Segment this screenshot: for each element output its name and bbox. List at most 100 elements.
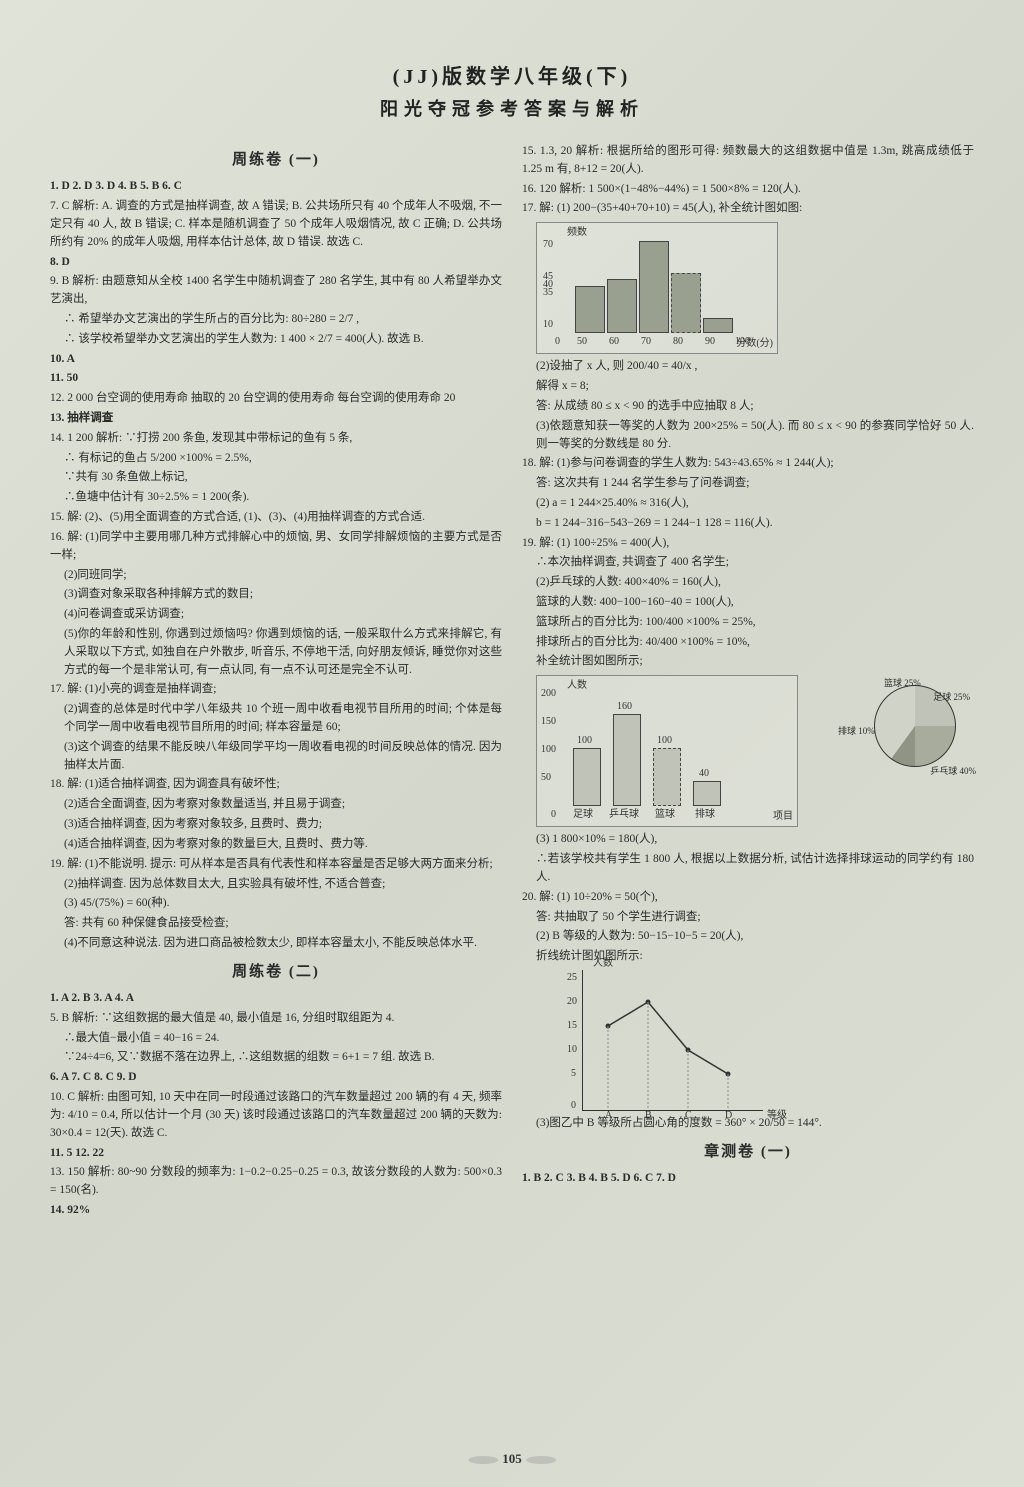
x-axis-label: 项目 xyxy=(773,809,793,825)
bar xyxy=(575,286,605,333)
xtick: 80 xyxy=(673,334,683,350)
bar xyxy=(653,748,681,806)
section-chapter-1: 章测卷 (一) xyxy=(522,1141,974,1164)
answer-line: (5)你的年龄和性别, 你遇到过烦恼吗? 你遇到烦恼的话, 一般采取什么方式来排… xyxy=(50,626,502,679)
xtick: 90 xyxy=(705,334,715,350)
ytick: 0 xyxy=(571,1098,576,1114)
ytick: 10 xyxy=(543,317,553,333)
answer-line: 答: 这次共有 1 244 名学生参与了问卷调查; xyxy=(522,475,974,493)
bar xyxy=(613,714,641,806)
answer-line: (4)问卷调查或采访调查; xyxy=(50,606,502,624)
right-column: 15. 1.3, 20 解析: 根据所给的图形可得: 频数最大的这组数据中值是 … xyxy=(522,141,974,1222)
bar xyxy=(693,781,721,806)
xtick: 乒乓球 xyxy=(609,807,639,823)
histogram-sports: 人数 项目 200 150 100 50 0 100 160 100 40 足球 xyxy=(536,675,798,827)
main-title: (JJ)版数学八年级(下) xyxy=(50,60,974,89)
title-block: (JJ)版数学八年级(下) 阳光夺冠参考答案与解析 xyxy=(50,60,974,121)
polyline-icon xyxy=(583,970,763,1110)
x-axis-label: 等级 xyxy=(767,1108,787,1124)
ytick: 200 xyxy=(541,686,556,702)
answer-line: 16. 120 解析: 1 500×(1−48%−44%) = 1 500×8%… xyxy=(522,181,974,199)
left-column: 周练卷 (一) 1. D 2. D 3. D 4. B 5. B 6. C 7.… xyxy=(50,141,502,1222)
answer-line: 13. 抽样调查 xyxy=(50,410,502,428)
answer-line: 17. 解: (1)小亮的调查是抽样调查; xyxy=(50,681,502,699)
answer-line: (3) 45/(75%) = 60(种). xyxy=(50,895,502,913)
answer-line: (3)这个调查的结果不能反映八年级同学平均一周收看电视的时间反映总体的情况. 因… xyxy=(50,739,502,775)
answer-line: 12. 2 000 台空调的使用寿命 抽取的 20 台空调的使用寿命 每台空调的… xyxy=(50,390,502,408)
answer-line: 1. B 2. C 3. B 4. B 5. D 6. C 7. D xyxy=(522,1170,974,1188)
answer-line: 答: 从成绩 80 ≤ x < 90 的选手中应抽取 8 人; xyxy=(522,398,974,416)
answer-line: ∴本次抽样调查, 共调查了 400 名学生; xyxy=(522,554,974,572)
page-number: 105 xyxy=(464,1451,560,1467)
answer-line: 答: 共抽取了 50 个学生进行调查; xyxy=(522,909,974,927)
answer-line: 篮球的人数: 400−100−160−40 = 100(人), xyxy=(522,594,974,612)
ytick: 70 xyxy=(543,237,553,253)
answer-line: (3)图乙中 B 等级所占圆心角的度数 = 360° × 20/50 = 144… xyxy=(522,1115,974,1133)
bar-value: 100 xyxy=(577,733,592,749)
answer-line: 15. 解: (2)、(5)用全面调查的方式合适, (1)、(3)、(4)用抽样… xyxy=(50,509,502,527)
answer-line: (2) a = 1 244×25.40% ≈ 316(人), xyxy=(522,495,974,513)
answer-line: 18. 解: (1)适合抽样调查, 因为调查具有破坏性; xyxy=(50,776,502,794)
xtick: 60 xyxy=(609,334,619,350)
xtick: C xyxy=(685,1108,692,1124)
columns: 周练卷 (一) 1. D 2. D 3. D 4. B 5. B 6. C 7.… xyxy=(50,141,974,1222)
answer-line: 8. D xyxy=(50,254,502,272)
answer-line: 1. D 2. D 3. D 4. B 5. B 6. C xyxy=(50,178,502,196)
xtick: B xyxy=(645,1108,652,1124)
section-weekly-2: 周练卷 (二) xyxy=(50,961,502,984)
answer-line: 18. 解: (1)参与问卷调查的学生人数为: 543÷43.65% ≈ 1 2… xyxy=(522,455,974,473)
answer-line: 6. A 7. C 8. C 9. D xyxy=(50,1069,502,1087)
answer-line: (4)不同意这种说法. 因为进口商品被检数太少, 即样本容量太小, 不能反映总体… xyxy=(50,935,502,953)
answer-line: 7. C 解析: A. 调查的方式是抽样调查, 故 A 错误; B. 公共场所只… xyxy=(50,198,502,251)
answer-line: 补全统计图如图所示; xyxy=(522,653,974,671)
answer-line: (3)调查对象采取各种排解方式的数目; xyxy=(50,586,502,604)
bar xyxy=(703,318,733,333)
answer-line: (2)抽样调查. 因为总体数目太大, 且实验具有破坏性, 不适合普查; xyxy=(50,876,502,894)
xtick: 排球 xyxy=(695,807,715,823)
answer-line: ∴鱼塘中估计有 30÷2.5% = 1 200(条). xyxy=(50,489,502,507)
section-weekly-1: 周练卷 (一) xyxy=(50,149,502,172)
xtick: 100 xyxy=(735,334,750,350)
ytick: 150 xyxy=(541,714,556,730)
pie-label: 乒乓球 40% xyxy=(930,765,976,779)
answer-line: (2)适合全面调查, 因为考察对象数量适当, 并且易于调查; xyxy=(50,796,502,814)
answer-line: 10. C 解析: 由图可知, 10 天中在同一时段通过该路口的汽车数量超过 2… xyxy=(50,1089,502,1142)
answer-line: (3) 1 800×10% = 180(人), xyxy=(522,831,974,849)
answer-line: 19. 解: (1) 100÷25% = 400(人), xyxy=(522,535,974,553)
ytick: 20 xyxy=(567,994,577,1010)
bar xyxy=(573,748,601,806)
ytick: 35 xyxy=(543,285,553,301)
chart-row-sports: 人数 项目 200 150 100 50 0 100 160 100 40 足球 xyxy=(522,675,974,827)
ytick: 15 xyxy=(567,1018,577,1034)
answer-line: 1. A 2. B 3. A 4. A xyxy=(50,990,502,1008)
answer-line: 解得 x = 8; xyxy=(522,378,974,396)
bar-value: 160 xyxy=(617,699,632,715)
answer-line: (4)适合抽样调查, 因为考察对象的数量巨大, 且费时、费力等. xyxy=(50,836,502,854)
line-chart-grades: 人数 等级 25 20 15 10 5 0 A B C D xyxy=(582,970,763,1111)
answer-line: (2)乒乓球的人数: 400×40% = 160(人), xyxy=(522,574,974,592)
pie-label: 篮球 25% xyxy=(884,677,921,691)
pie-label: 足球 25% xyxy=(933,691,970,705)
ytick: 100 xyxy=(541,742,556,758)
answer-line: 9. B 解析: 由题意知从全校 1400 名学生中随机调查了 280 名学生,… xyxy=(50,273,502,309)
answer-line: 14. 1 200 解析: ∵打捞 200 条鱼, 发现其中带标记的鱼有 5 条… xyxy=(50,430,502,448)
answer-line: 13. 150 解析: 80~90 分数段的频率为: 1−0.2−0.25−0.… xyxy=(50,1164,502,1200)
ytick: 0 xyxy=(555,334,560,350)
answer-line: (3)适合抽样调查, 因为考察对象较多, 且费时、费力; xyxy=(50,816,502,834)
answer-line: 5. B 解析: ∵这组数据的最大值是 40, 最小值是 16, 分组时取组距为… xyxy=(50,1010,502,1028)
answer-line: (2)设抽了 x 人, 则 200/40 = 40/x , xyxy=(522,358,974,376)
answer-line: 20. 解: (1) 10÷20% = 50(个), xyxy=(522,889,974,907)
answer-line: 11. 50 xyxy=(50,370,502,388)
bar xyxy=(607,279,637,333)
xtick: 50 xyxy=(577,334,587,350)
answer-line: ∴若该学校共有学生 1 800 人, 根据以上数据分析, 试估计选择排球运动的同… xyxy=(522,851,974,887)
answer-line: 10. A xyxy=(50,351,502,369)
answer-line: 14. 92% xyxy=(50,1202,502,1220)
histogram-scores: 频数 分数(分) 70 45 40 35 10 0 50 60 70 80 90… xyxy=(536,222,778,354)
answer-line: 答: 共有 60 种保健食品接受检查; xyxy=(50,915,502,933)
answer-line: (2)同班同学; xyxy=(50,567,502,585)
answer-line: 折线统计图如图所示: xyxy=(522,948,974,966)
ytick: 50 xyxy=(541,770,551,786)
ytick: 5 xyxy=(571,1066,576,1082)
bar xyxy=(639,241,669,333)
